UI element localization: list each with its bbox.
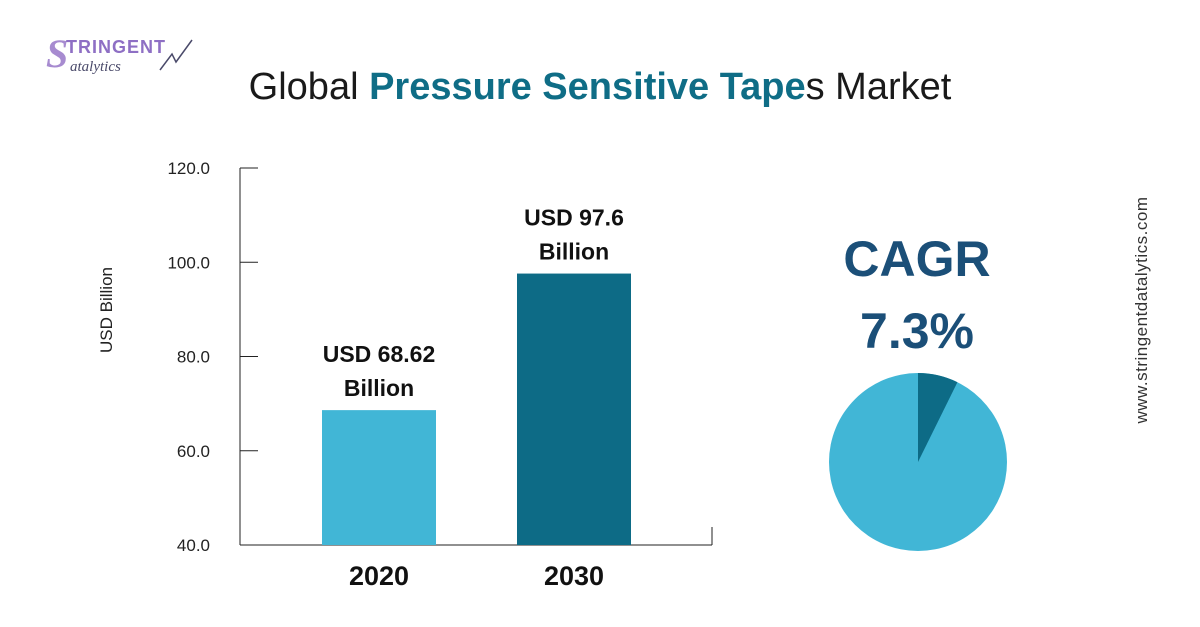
data-label-2030: USD 97.6 [524, 205, 624, 231]
bar-2030 [517, 273, 631, 545]
logo-swoosh-icon [159, 39, 193, 71]
website-url: www.stringentdatalytics.com [1132, 196, 1151, 424]
x-tick-label-2030: 2030 [544, 561, 604, 591]
cagr-pie-chart [829, 373, 1007, 551]
y-tick-label: 120.0 [167, 159, 210, 178]
logo-text-bottom: atalytics [70, 59, 121, 75]
logo-initial: S [46, 31, 69, 76]
pie-slice-cagr [918, 373, 958, 462]
data-label-2030: Billion [539, 239, 609, 265]
data-label-2020: Billion [344, 375, 414, 401]
y-tick-label: 60.0 [177, 442, 210, 461]
bar-2020 [322, 410, 436, 545]
logo-text-top: TRINGENT [66, 37, 166, 57]
y-tick-label: 100.0 [167, 253, 210, 272]
data-label-2020: USD 68.62 [323, 341, 436, 367]
cagr-label: CAGR [843, 231, 991, 287]
x-tick-label-2020: 2020 [349, 561, 409, 591]
y-axis-label: USD Billion [97, 267, 116, 353]
y-tick-label: 80.0 [177, 348, 210, 367]
cagr-value: 7.3% [860, 303, 974, 359]
title-prefix: Global [248, 66, 370, 108]
title-highlight: Pressure Sensitive Tape [369, 66, 806, 108]
title-suffix: s Market [805, 66, 952, 108]
page-title: Global Pressure Sensitive Tapes Market [0, 66, 1200, 109]
y-tick-label: 40.0 [177, 536, 210, 555]
bar-chart: 40.0 60.0 80.0 100.0 120.0 USD 68.62 Billion 20… [167, 159, 713, 591]
logo: S TRINGENT atalytics [46, 34, 196, 82]
